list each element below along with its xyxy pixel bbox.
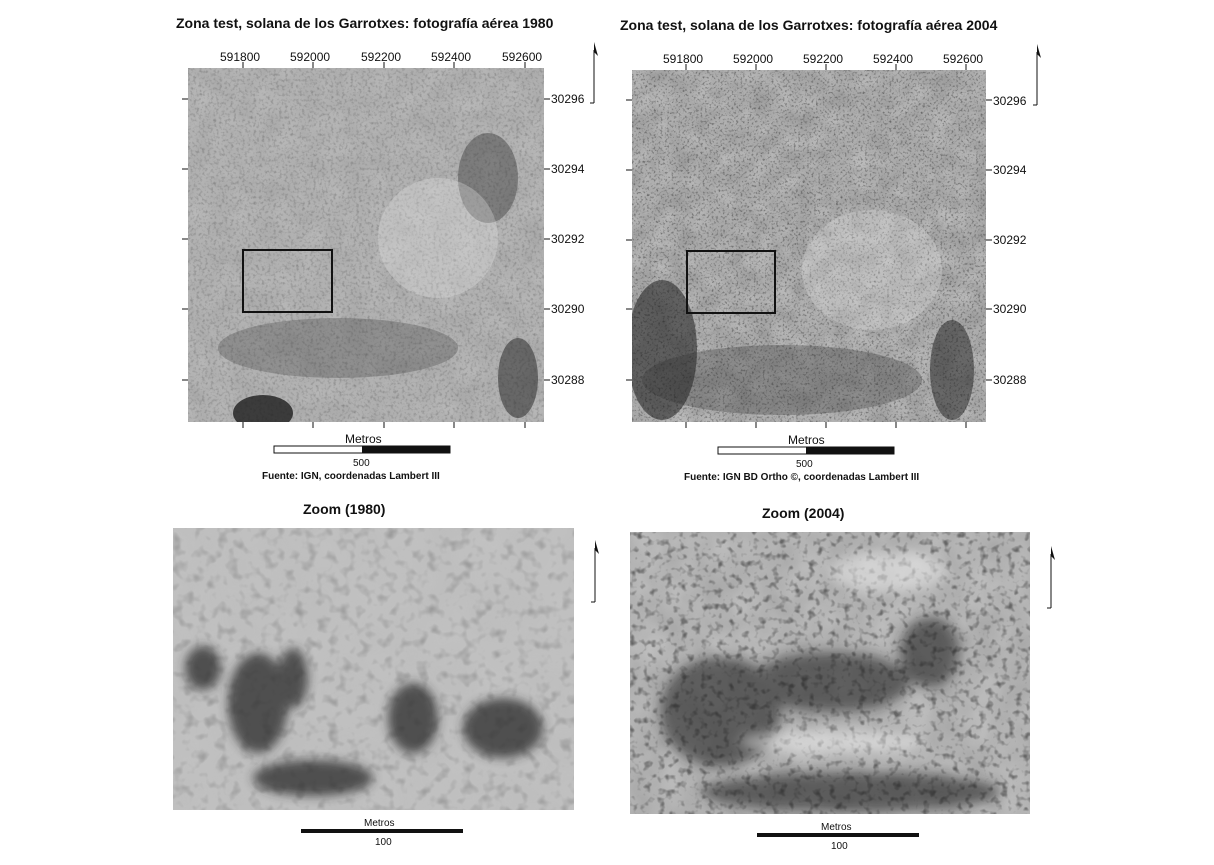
y-tick-label: 30292 [993,233,1027,247]
y-tick-label: 30290 [993,302,1027,316]
y-tick-label: 30288 [551,373,585,387]
scale-title: Metros [364,818,395,829]
x-tick-label: 592400 [873,52,914,66]
y-tick-label: 30292 [551,232,585,246]
scale-bar [717,446,895,455]
scale-title: Metros [821,822,852,833]
x-tick-label: 592400 [431,50,472,64]
scale-bar [273,445,451,454]
x-tick-label: 591800 [220,50,261,64]
source-caption: Fuente: IGN, coordenadas Lambert III [262,471,440,482]
x-tick-label: 592000 [290,50,331,64]
north-arrow-icon [1033,44,1041,106]
north-arrow-icon [590,42,598,104]
zoom-photo-1980 [173,528,574,810]
y-tick-label: 30294 [551,162,585,176]
zoom-1980-title: Zoom (1980) [303,501,386,517]
x-tick-label: 592000 [733,52,774,66]
scale-bar [757,833,919,837]
scale-value: 100 [831,841,848,852]
scale-bar [301,829,463,833]
source-caption: Fuente: IGN BD Ortho ©, coordenadas Lamb… [684,472,920,483]
aerial-photo-1980 [188,68,544,422]
x-tick-label: 591800 [663,52,704,66]
y-tick-label: 30290 [551,302,585,316]
y-tick-label: 30294 [993,163,1027,177]
scale-value: 500 [353,458,370,469]
zoom-area-box [242,249,333,313]
scale-title: Metros [788,433,825,447]
zoom-area-box [686,250,776,314]
x-tick-label: 592600 [943,52,984,66]
y-tick-label: 30296 [993,94,1027,108]
panel-1980-title: Zona test, solana de los Garrotxes: foto… [176,15,554,31]
zoom-photo-2004 [630,532,1030,814]
y-tick-label: 30288 [993,373,1027,387]
x-tick-label: 592600 [502,50,543,64]
scale-title: Metros [345,432,382,446]
scale-value: 100 [375,837,392,848]
aerial-photo-2004 [632,70,986,422]
north-arrow-icon [591,540,599,603]
y-tick-label: 30296 [551,92,585,106]
x-tick-label: 592200 [803,52,844,66]
x-tick-label: 592200 [361,50,402,64]
scale-value: 500 [796,459,813,470]
zoom-2004-title: Zoom (2004) [762,505,845,521]
north-arrow-icon [1047,546,1055,609]
panel-2004-title: Zona test, solana de los Garrotxes: foto… [620,17,998,33]
